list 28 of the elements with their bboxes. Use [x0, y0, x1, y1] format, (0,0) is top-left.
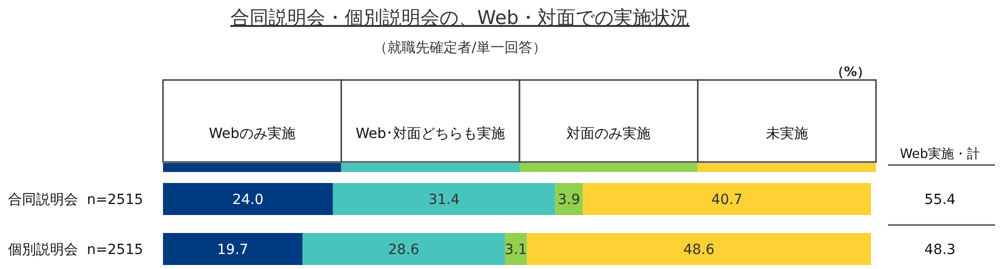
- text: Web実施・計: [900, 146, 980, 162]
- text: （%）: [830, 65, 870, 80]
- text: 48.3: [924, 242, 956, 258]
- data-label: 31.4: [428, 192, 460, 208]
- data-label: 40.7: [711, 192, 743, 208]
- data-label: 3.9: [558, 192, 580, 208]
- bar: [163, 183, 333, 215]
- text: 55.4: [924, 192, 956, 208]
- text: 未実施: [766, 126, 808, 142]
- bar: [302, 233, 505, 265]
- data-label: 48.6: [683, 242, 715, 258]
- bar: [163, 233, 302, 265]
- bar: [526, 233, 871, 265]
- chart-title: 合同説明会・個別説明会の、Web・対面での実施状況: [230, 7, 690, 29]
- bar: [555, 183, 583, 215]
- bar: [504, 233, 527, 265]
- chart-subtitle: （就職先確定者/単一回答）: [374, 40, 546, 56]
- bar: [582, 183, 871, 215]
- y-tick-label: 合同説明会 n=2515: [8, 192, 144, 208]
- data-label: 24.0: [232, 192, 264, 208]
- text: 対面のみ実施: [566, 126, 651, 142]
- text: Webのみ実施: [208, 126, 296, 142]
- y-tick-label: 個別説明会 n=2515: [8, 242, 144, 258]
- bar: [332, 183, 556, 215]
- text: Web･対面どちらも実施: [356, 126, 506, 142]
- data-label: 3.1: [504, 242, 528, 258]
- data-label: 28.6: [388, 242, 420, 258]
- data-label: 19.7: [217, 242, 248, 258]
